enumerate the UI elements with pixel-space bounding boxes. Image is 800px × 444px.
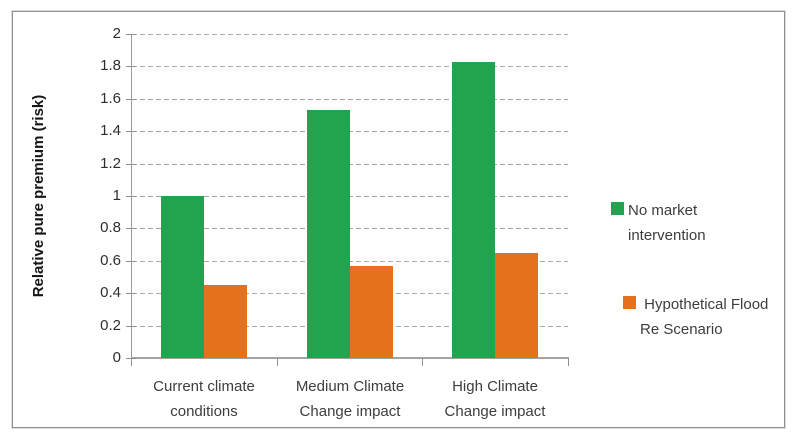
- y-tick-label: 1: [112, 187, 121, 204]
- y-tick-mark: [126, 66, 136, 67]
- gridline: [132, 99, 568, 100]
- y-tick-label: 1.6: [100, 90, 121, 107]
- legend-item-no-market-intervention: No market intervention: [611, 198, 706, 248]
- bar: [350, 266, 393, 358]
- legend-swatch-hypothetical-flood-re-scenario: [623, 296, 636, 309]
- y-tick-mark: [126, 164, 136, 165]
- x-axis-line: [131, 357, 569, 359]
- x-tick-mark: [422, 358, 423, 366]
- y-axis-title: Relative pure premium (risk): [30, 94, 47, 298]
- bar: [307, 110, 350, 358]
- gridline: [132, 131, 568, 132]
- y-tick-mark: [126, 261, 136, 262]
- y-tick-label: 1.8: [100, 57, 121, 74]
- bar: [495, 253, 538, 358]
- legend-label-hypothetical-flood-re-scenario: Hypothetical Flood Re Scenario: [640, 296, 769, 338]
- x-tick-mark: [277, 358, 278, 366]
- x-category-label: High Climate Change impact: [444, 378, 546, 420]
- y-tick-mark: [126, 326, 136, 327]
- gridline: [132, 66, 568, 67]
- y-tick-mark: [126, 34, 136, 35]
- x-category-label: Current climate conditions: [153, 378, 255, 420]
- chart-frame: Relative pure premium (risk) 0 0.2 0.4 0.6 0…: [12, 11, 785, 428]
- legend-label-no-market-intervention: No market intervention: [628, 202, 706, 244]
- y-tick-label: 1.4: [100, 122, 121, 139]
- gridline: [132, 164, 568, 165]
- x-tick-mark: [568, 358, 569, 366]
- gridline: [132, 196, 568, 197]
- y-tick-mark: [126, 293, 136, 294]
- y-tick-label: 0.4: [100, 284, 121, 301]
- legend-swatch-no-market-intervention: [611, 202, 624, 215]
- bar: [161, 196, 204, 358]
- y-tick-label: 0.6: [100, 252, 121, 269]
- y-tick-mark: [126, 196, 136, 197]
- y-tick-label: 0.2: [100, 317, 121, 334]
- x-category-label: Medium Climate Change impact: [295, 378, 405, 420]
- y-tick-label: 0.8: [100, 219, 121, 236]
- y-tick-mark: [126, 99, 136, 100]
- y-tick-label: 1.2: [100, 155, 121, 172]
- x-tick-mark: [131, 358, 132, 366]
- bar: [204, 285, 247, 358]
- y-tick-mark: [126, 131, 136, 132]
- gridline: [132, 228, 568, 229]
- bar: [452, 62, 495, 358]
- gridline: [132, 261, 568, 262]
- y-tick-mark: [126, 228, 136, 229]
- gridline: [132, 34, 568, 35]
- y-tick-label: 0: [112, 349, 121, 366]
- plot-area: 0 0.2 0.4 0.6 0.8 1 1.2 1.4 1.6 1.8 2 Current clima…: [100, 25, 569, 420]
- legend-item-hypothetical-flood-re-scenario: Hypothetical Flood Re Scenario: [623, 292, 768, 342]
- y-tick-label: 2: [112, 25, 121, 42]
